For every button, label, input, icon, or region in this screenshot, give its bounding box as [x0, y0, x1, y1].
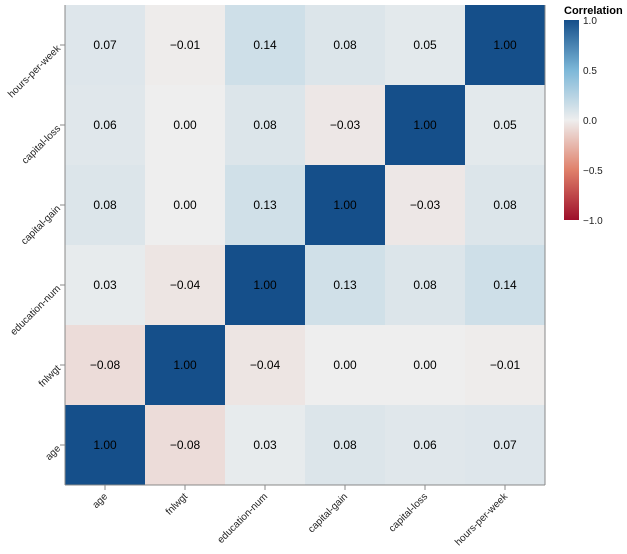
heatmap-cell	[385, 85, 465, 165]
cell-value-label: 0.06	[93, 118, 117, 132]
heatmap-cell	[385, 325, 465, 405]
heatmap-cell	[385, 405, 465, 485]
heatmap-cell	[145, 85, 225, 165]
heatmap-cell	[225, 325, 305, 405]
cell-value-label: 1.00	[173, 358, 197, 372]
cell-value-label: −0.04	[170, 278, 201, 292]
heatmap-cell	[305, 5, 385, 85]
heatmap-cell	[465, 245, 545, 325]
cell-value-label: 1.00	[333, 198, 357, 212]
heatmap-cell	[65, 405, 145, 485]
legend-tick-label: 0.5	[583, 66, 597, 77]
heatmap-cell	[465, 5, 545, 85]
x-tick-label: hours-per-week	[453, 491, 511, 549]
cell-value-label: 0.08	[413, 278, 437, 292]
cell-value-label: 0.00	[333, 358, 357, 372]
heatmap-cell	[65, 85, 145, 165]
heatmap-cell	[465, 405, 545, 485]
heatmap-cell	[465, 165, 545, 245]
heatmap-cell	[145, 5, 225, 85]
cell-value-label: 0.00	[173, 118, 197, 132]
cell-value-label: 1.00	[93, 438, 117, 452]
cell-value-label: −0.01	[490, 358, 521, 372]
color-legend: Correlation 1.0 0.5 0.0 −0.5 −1.0	[564, 5, 623, 227]
heatmap-cell	[385, 245, 465, 325]
cell-value-label: 0.07	[493, 438, 517, 452]
heatmap-cell	[145, 245, 225, 325]
legend-tick-label: 1.0	[583, 16, 597, 27]
cell-value-label: −0.04	[250, 358, 281, 372]
cell-value-label: 0.08	[333, 38, 357, 52]
cell-value-label: −0.08	[90, 358, 121, 372]
cell-value-label: −0.08	[170, 438, 201, 452]
cell-value-label: 0.08	[93, 198, 117, 212]
cell-value-labels: 1.00 −0.08 0.03 0.08 0.06 0.07 −0.08 1.00 −0.04 0…	[90, 38, 521, 452]
heatmap-cell	[225, 165, 305, 245]
heatmap-cell	[65, 245, 145, 325]
heatmap-cell	[305, 165, 385, 245]
x-tick-label: education-num	[216, 491, 271, 546]
cell-value-label: −0.03	[410, 198, 441, 212]
cell-value-label: 1.00	[413, 118, 437, 132]
heatmap-cell	[385, 5, 465, 85]
cell-value-label: 0.08	[333, 438, 357, 452]
x-tick-label: capital-gain	[306, 491, 350, 535]
y-tick-label: capital-gain	[19, 203, 63, 247]
cell-value-label: 0.00	[413, 358, 437, 372]
heatmap-cell	[465, 85, 545, 165]
y-tick-label: fnlwgt	[37, 363, 63, 389]
y-tick-label: hours-per-week	[6, 43, 64, 101]
y-tick-label: education-num	[9, 283, 64, 338]
cell-value-label: 1.00	[493, 38, 517, 52]
y-tick-label: capital-loss	[20, 123, 63, 166]
cell-value-label: 0.05	[493, 118, 517, 132]
heatmap-cell	[385, 165, 465, 245]
x-tick-label: fnlwgt	[164, 491, 190, 517]
heatmap-cell	[305, 405, 385, 485]
y-tick-label: age	[44, 443, 64, 463]
cell-value-label: −0.03	[330, 118, 361, 132]
cell-value-label: 0.08	[493, 198, 517, 212]
heatmap-cell	[225, 405, 305, 485]
cell-value-label: 0.03	[93, 278, 117, 292]
cell-value-label: 0.07	[93, 38, 117, 52]
cell-value-label: −0.01	[170, 38, 201, 52]
heatmap-cell	[305, 325, 385, 405]
cell-value-label: 0.00	[173, 198, 197, 212]
legend-tick-label: −1.0	[583, 216, 603, 227]
x-tick-label: age	[91, 491, 111, 511]
heatmap-cell	[305, 245, 385, 325]
heatmap-cell	[305, 85, 385, 165]
heatmap-cell	[225, 5, 305, 85]
cell-value-label: 0.14	[493, 278, 517, 292]
cell-value-label: 0.08	[253, 118, 277, 132]
heatmap-cell	[65, 165, 145, 245]
heatmap-cells	[65, 5, 545, 485]
cell-value-label: 0.13	[253, 198, 277, 212]
cell-value-label: 0.05	[413, 38, 437, 52]
heatmap-cell	[145, 165, 225, 245]
cell-value-label: 0.03	[253, 438, 277, 452]
legend-colorbar	[564, 20, 579, 220]
heatmap-cell	[145, 325, 225, 405]
cell-value-label: 1.00	[253, 278, 277, 292]
cell-value-label: 0.14	[253, 38, 277, 52]
heatmap-cell	[225, 245, 305, 325]
cell-value-label: 0.13	[333, 278, 357, 292]
legend-tick-label: 0.0	[583, 116, 597, 127]
heatmap-cell	[145, 405, 225, 485]
heatmap-cell	[225, 85, 305, 165]
x-tick-label: capital-loss	[387, 491, 430, 534]
legend-tick-label: −0.5	[583, 166, 603, 177]
heatmap-cell	[65, 325, 145, 405]
legend-title: Correlation	[564, 5, 623, 17]
heatmap-cell	[65, 5, 145, 85]
heatmap-cell	[465, 325, 545, 405]
cell-value-label: 0.06	[413, 438, 437, 452]
